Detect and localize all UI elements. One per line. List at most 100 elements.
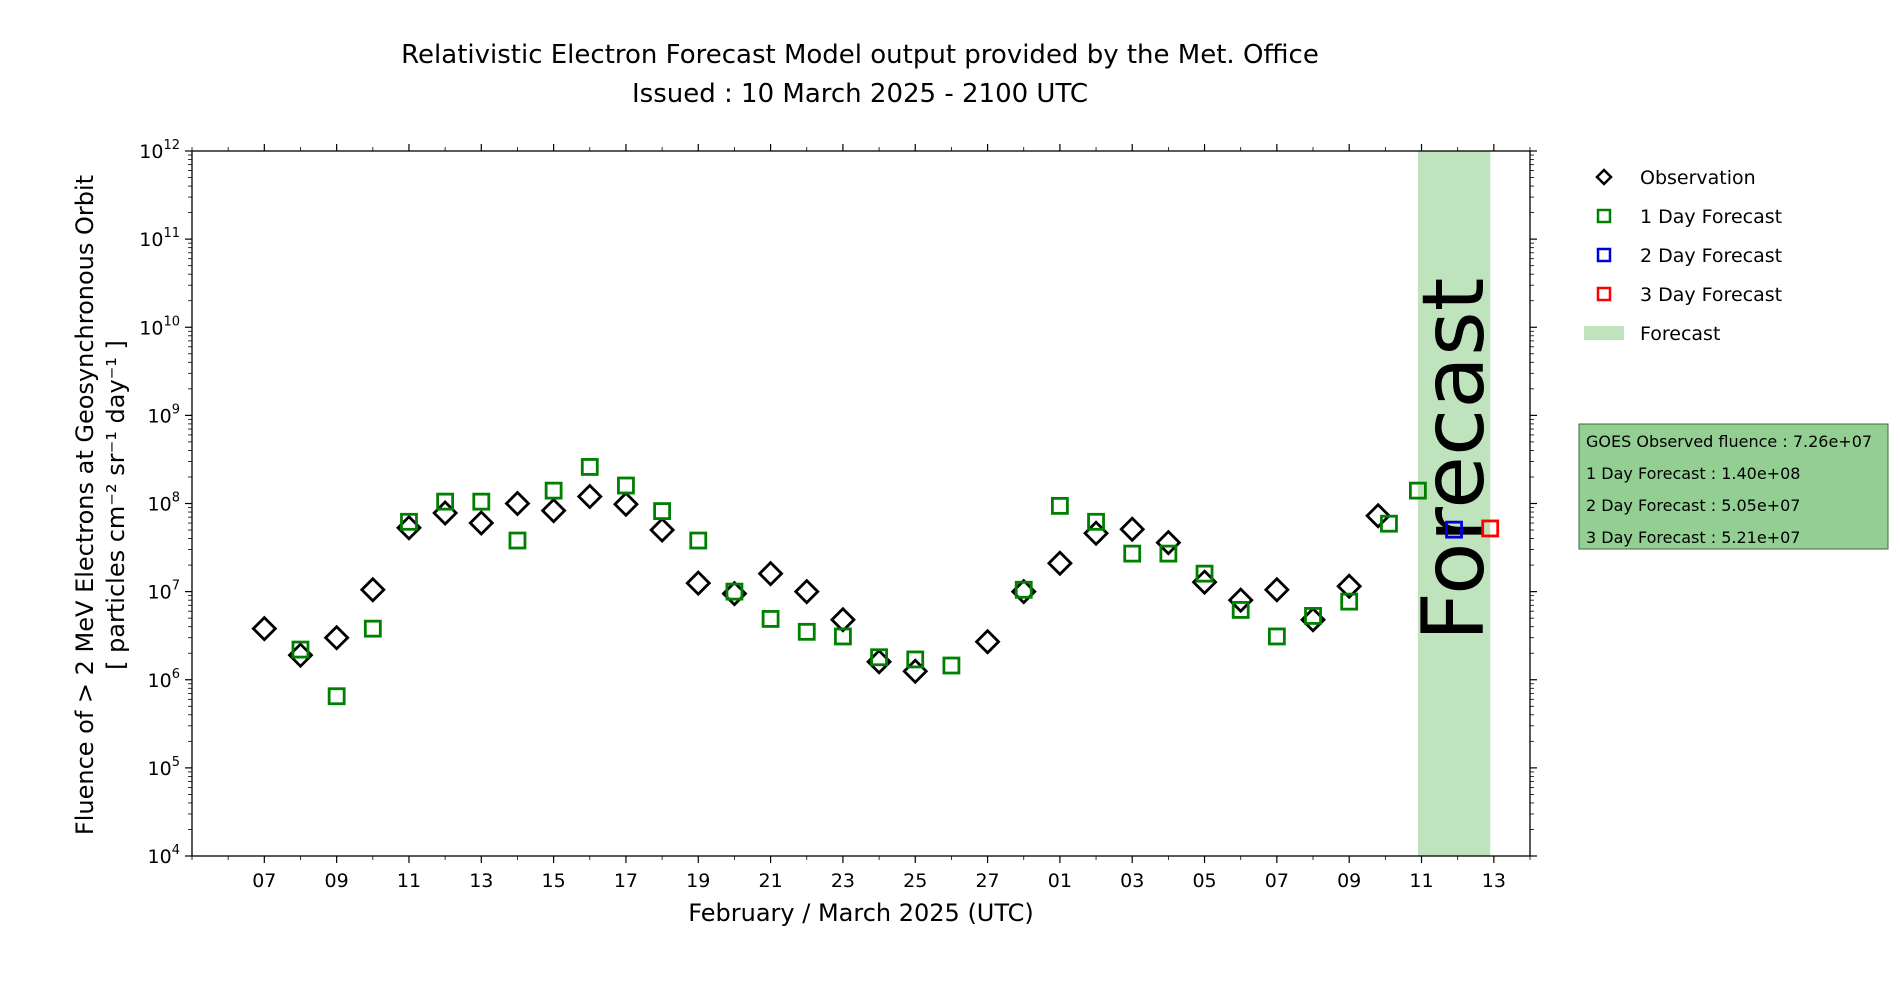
chart-subtitle: Issued : 10 March 2025 - 2100 UTC <box>632 79 1088 109</box>
info-box-line: GOES Observed fluence : 7.26e+07 <box>1586 432 1872 451</box>
legend-label: 3 Day Forecast <box>1640 284 1782 306</box>
x-tick-label: 07 <box>1265 870 1289 892</box>
x-tick-label: 07 <box>252 870 276 892</box>
1-day-forecast-marker <box>1231 601 1250 619</box>
1-day-forecast-marker <box>942 656 961 675</box>
1-day-forecast-marker <box>1195 564 1214 583</box>
observation-marker <box>1227 587 1254 614</box>
1-day-forecast-marker <box>1267 627 1286 646</box>
info-box-lines: GOES Observed fluence : 7.26e+07 1 Day Fo… <box>1586 432 1872 547</box>
legend-marker <box>1596 247 1612 263</box>
chart-title: Relativistic Electron Forecast Model out… <box>401 40 1319 70</box>
x-tick-label: 13 <box>1482 870 1506 892</box>
1-day-forecast-marker <box>1014 580 1033 599</box>
1-day-forecast-marker <box>1408 481 1427 500</box>
y-axis-label-line1: Fluence of > 2 MeV Electrons at Geosynch… <box>71 175 99 835</box>
legend-label: 1 Day Forecast <box>1640 206 1782 228</box>
legend-marker <box>1596 208 1612 224</box>
y-tick-label: 1010 <box>139 314 180 339</box>
x-tick-label: 09 <box>1337 870 1361 892</box>
1-day-forecast-marker <box>400 512 418 531</box>
observation-marker <box>1263 576 1290 603</box>
legend: Observation 1 Day Forecast 2 Day Forecast 3… <box>1584 167 1782 345</box>
observation-marker <box>1336 573 1363 600</box>
info-box-line: 3 Day Forecast : 5.21e+07 <box>1586 528 1800 547</box>
3-day-forecast-marker <box>1481 519 1500 538</box>
y-axis-label-line2: [ particles cm⁻² sr⁻¹ day⁻¹ ] <box>102 340 130 670</box>
legend-label: 2 Day Forecast <box>1640 245 1782 267</box>
observation-marker <box>504 490 531 517</box>
info-box-line: 1 Day Forecast : 1.40e+08 <box>1586 464 1800 483</box>
1-day-forecast-marker <box>1380 514 1398 533</box>
y-tick-label: 108 <box>148 491 180 516</box>
observation-marker <box>685 570 712 597</box>
x-tick-label: 11 <box>1409 870 1433 892</box>
2-day-forecast-marker <box>1445 520 1463 539</box>
observation-marker <box>1155 529 1182 556</box>
x-tick-label: 01 <box>1048 870 1072 892</box>
1-day-forecast-marker <box>834 627 852 646</box>
observation-marker <box>757 560 784 587</box>
observation-marker <box>359 576 386 603</box>
observation-marker <box>612 491 639 518</box>
1-day-forecast-marker <box>544 481 563 500</box>
1-day-forecast-marker <box>617 476 635 495</box>
y-tick-label: 104 <box>148 843 180 868</box>
observation-marker <box>576 483 603 510</box>
forecast-band-label: Forecast <box>1404 277 1504 641</box>
observation-marker <box>829 606 856 633</box>
1-day-forecast-marker <box>870 648 888 667</box>
x-tick-label: 03 <box>1120 870 1144 892</box>
observation-marker <box>649 517 676 544</box>
observation-marker <box>251 615 278 642</box>
observation-marker <box>974 628 1001 655</box>
1-day-forecast-marker <box>580 458 599 476</box>
1-day-forecast-marker <box>1340 592 1359 611</box>
1-day-forecast-marker <box>436 492 455 511</box>
observation-marker <box>1365 502 1392 529</box>
1-day-forecast-marker <box>906 650 925 669</box>
1-day-forecast-marker <box>1050 496 1069 515</box>
x-tick-label: 05 <box>1192 870 1216 892</box>
legend-marker <box>1595 168 1613 186</box>
data-markers <box>251 458 1500 706</box>
1-day-forecast-marker <box>363 619 382 638</box>
observation-marker <box>793 578 820 605</box>
1-day-forecast-marker <box>761 610 780 628</box>
x-tick-label: 23 <box>831 870 855 892</box>
1-day-forecast-marker <box>1087 512 1105 531</box>
observation-marker <box>323 624 350 651</box>
observation-marker <box>468 510 495 537</box>
1-day-forecast-marker <box>653 502 672 520</box>
y-axis: 104 105 106 107 108 109 1010 1011 1012 <box>139 138 1537 868</box>
info-box <box>1578 423 1889 550</box>
1-day-forecast-marker <box>725 582 744 601</box>
1-day-forecast-marker <box>797 622 816 641</box>
1-day-forecast-marker <box>1304 607 1322 625</box>
1-day-forecast-marker <box>1123 544 1142 563</box>
x-tick-label: 11 <box>397 870 421 892</box>
x-tick-label: 19 <box>686 870 710 892</box>
x-axis: 07 09 11 13 15 17 19 21 23 25 27 01 03 05 07 09 11 13 <box>191 144 1531 892</box>
y-tick-label: 1012 <box>139 138 180 163</box>
y-tick-label: 106 <box>148 667 180 692</box>
y-tick-label: 107 <box>148 579 180 604</box>
forecast-band <box>1417 151 1491 856</box>
legend-patch <box>1584 326 1624 340</box>
1-day-forecast-marker <box>327 687 346 706</box>
x-tick-label: 21 <box>759 870 783 892</box>
observation-marker <box>540 497 567 524</box>
y-tick-label: 109 <box>148 402 180 427</box>
1-day-forecast-marker <box>1159 544 1178 563</box>
legend-label: Observation <box>1640 167 1756 189</box>
y-tick-label: 1011 <box>139 226 180 251</box>
legend-marker <box>1596 286 1612 302</box>
x-tick-label: 27 <box>975 870 999 892</box>
observation-marker <box>1046 550 1073 577</box>
legend-label: Forecast <box>1640 323 1720 345</box>
y-tick-label: 105 <box>148 755 180 780</box>
1-day-forecast-marker <box>689 531 708 550</box>
x-tick-label: 13 <box>469 870 493 892</box>
1-day-forecast-marker <box>508 531 527 550</box>
